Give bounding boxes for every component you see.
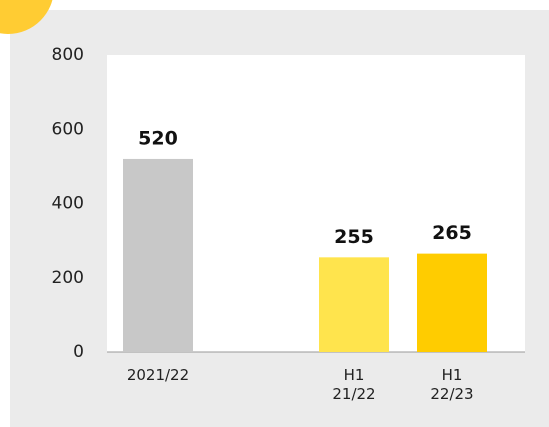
decorative-circle (0, 0, 53, 34)
value-label: 265 (432, 222, 472, 244)
x-tick-label: 2021/22 (126, 366, 190, 384)
value-label: 520 (138, 127, 178, 149)
x-tick-label: H1 22/23 (430, 366, 474, 403)
y-tick-label: 800 (52, 45, 84, 65)
y-tick-label: 400 (52, 194, 84, 214)
y-tick-label: 0 (73, 342, 84, 362)
bar (123, 158, 193, 352)
x-tick-label: H1 21/22 (332, 366, 376, 403)
value-label: 255 (334, 226, 374, 248)
y-tick-label: 600 (52, 119, 84, 139)
y-tick-label: 200 (52, 268, 84, 288)
bar (417, 253, 487, 352)
bar (319, 257, 389, 352)
